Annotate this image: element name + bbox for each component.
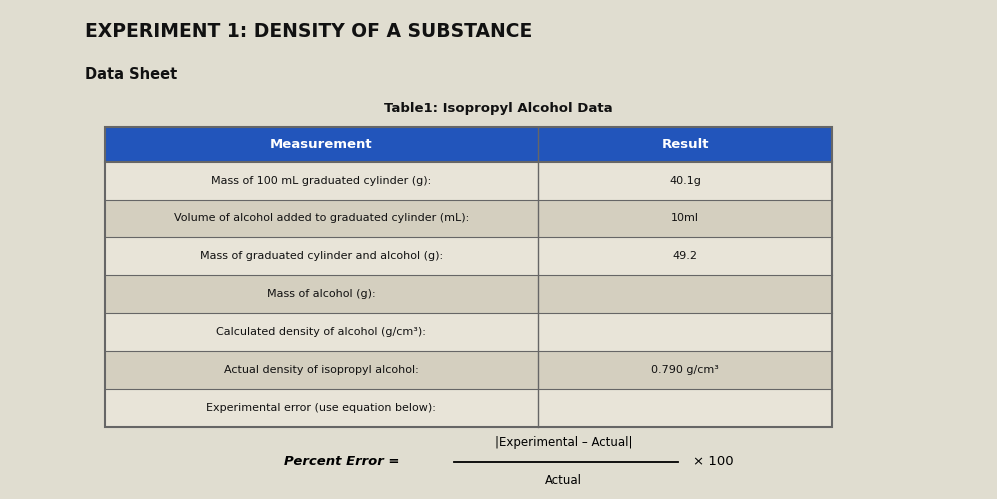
Bar <box>105 200 832 238</box>
Text: Mass of graduated cylinder and alcohol (g):: Mass of graduated cylinder and alcohol (… <box>199 251 443 261</box>
Bar <box>105 313 832 351</box>
Text: |Experimental – Actual|: |Experimental – Actual| <box>495 436 632 449</box>
Text: Data Sheet: Data Sheet <box>85 67 177 82</box>
Text: Result: Result <box>661 138 709 151</box>
Text: EXPERIMENT 1: DENSITY OF A SUBSTANCE: EXPERIMENT 1: DENSITY OF A SUBSTANCE <box>85 22 532 41</box>
Text: Actual density of isopropyl alcohol:: Actual density of isopropyl alcohol: <box>224 365 419 375</box>
Text: Mass of 100 mL graduated cylinder (g):: Mass of 100 mL graduated cylinder (g): <box>211 176 432 186</box>
Bar <box>105 238 832 275</box>
Bar <box>105 351 832 389</box>
Text: 40.1g: 40.1g <box>669 176 701 186</box>
Bar <box>105 127 832 427</box>
Text: Measurement: Measurement <box>270 138 373 151</box>
Bar <box>105 127 832 162</box>
Text: 0.790 g/cm³: 0.790 g/cm³ <box>651 365 719 375</box>
Text: 49.2: 49.2 <box>673 251 698 261</box>
Text: Calculated density of alcohol (g/cm³):: Calculated density of alcohol (g/cm³): <box>216 327 426 337</box>
Text: Experimental error (use equation below):: Experimental error (use equation below): <box>206 403 436 413</box>
Text: × 100: × 100 <box>693 455 734 468</box>
Bar <box>105 275 832 313</box>
Text: Mass of alcohol (g):: Mass of alcohol (g): <box>267 289 376 299</box>
Text: Actual: Actual <box>544 474 582 487</box>
Text: Volume of alcohol added to graduated cylinder (mL):: Volume of alcohol added to graduated cyl… <box>173 214 469 224</box>
Text: Table1: Isopropyl Alcohol Data: Table1: Isopropyl Alcohol Data <box>384 102 613 115</box>
Text: Percent Error =: Percent Error = <box>284 455 400 468</box>
Bar <box>105 389 832 427</box>
Bar <box>105 162 832 200</box>
Text: 10ml: 10ml <box>671 214 699 224</box>
